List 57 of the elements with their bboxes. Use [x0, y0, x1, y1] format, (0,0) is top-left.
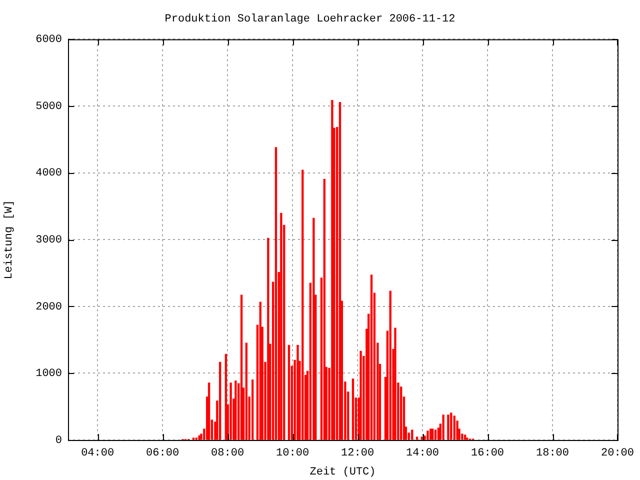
- bar: [280, 212, 282, 440]
- y-tick-label: 5000: [36, 100, 62, 113]
- bar: [331, 100, 334, 440]
- y-tick-label: 1000: [36, 368, 62, 380]
- y-tick-label: 4000: [36, 168, 62, 180]
- bar: [198, 435, 200, 440]
- bar: [434, 430, 437, 440]
- bar: [437, 428, 440, 440]
- y-tick-label: 0: [55, 434, 62, 447]
- bar: [208, 382, 210, 440]
- bar: [447, 414, 450, 440]
- bar: [360, 350, 362, 440]
- x-tick-label: 10:00: [276, 448, 310, 460]
- bar: [224, 354, 228, 440]
- bar: [464, 434, 466, 440]
- y-axis-title: Leistung [W]: [4, 200, 16, 280]
- bar: [389, 290, 392, 440]
- bar: [352, 378, 354, 440]
- bar: [234, 380, 237, 440]
- bar: [430, 428, 432, 440]
- bar: [426, 430, 429, 440]
- bar: [394, 328, 396, 440]
- chart-title: Produktion Solaranlage Loehracker 2006-11-12: [164, 14, 456, 26]
- bar: [302, 170, 304, 440]
- bar: [312, 218, 315, 440]
- bar: [450, 412, 452, 440]
- x-tick-label: 12:00: [341, 448, 374, 460]
- bar: [411, 430, 414, 440]
- x-tick-label: 06:00: [146, 448, 180, 460]
- y-tick-label: 2000: [36, 301, 62, 314]
- x-tick-label: 16:00: [471, 448, 504, 460]
- bar: [267, 238, 270, 440]
- x-tick-label: 04:00: [81, 448, 114, 460]
- bar: [288, 344, 290, 440]
- x-tick-label: 18:00: [536, 448, 570, 460]
- bar: [432, 428, 434, 440]
- bar: [416, 436, 418, 440]
- x-tick-label: 14:00: [406, 448, 440, 460]
- bar: [453, 416, 456, 440]
- bar: [251, 380, 254, 440]
- bar: [370, 274, 373, 440]
- bar: [274, 147, 278, 440]
- bar: [442, 414, 444, 440]
- bar: [219, 362, 222, 440]
- y-tick-label: 3000: [36, 234, 62, 247]
- bar: [420, 436, 423, 440]
- x-axis-title: Zeit (UTC): [310, 466, 376, 478]
- bar: [338, 102, 342, 440]
- bar: [400, 386, 402, 440]
- y-tick-label: 6000: [36, 34, 62, 46]
- bar: [245, 342, 248, 440]
- bar: [240, 294, 243, 440]
- bar: [230, 382, 232, 440]
- x-tick-label: 08:00: [211, 448, 244, 460]
- bar: [323, 178, 326, 440]
- x-tick-label: 20:00: [600, 448, 634, 460]
- bar: [296, 344, 299, 440]
